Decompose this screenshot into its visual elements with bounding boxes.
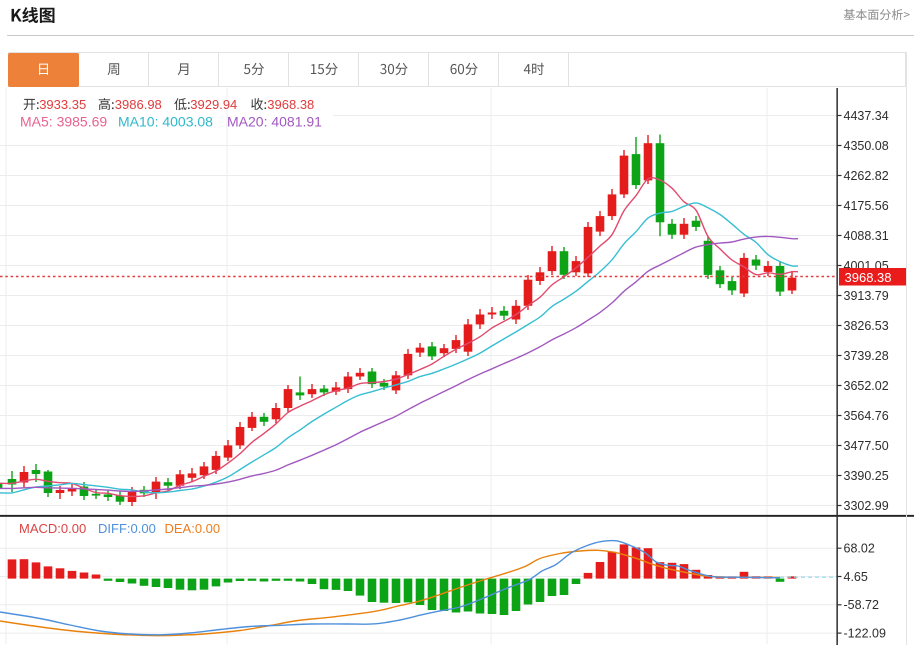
svg-text:4262.82: 4262.82 (844, 169, 889, 183)
svg-text:4437.34: 4437.34 (844, 109, 889, 123)
svg-text:3390.25: 3390.25 (844, 469, 889, 483)
svg-text:4088.31: 4088.31 (844, 229, 889, 243)
svg-text:-58.72: -58.72 (844, 598, 879, 612)
svg-text:3986.98: 3986.98 (115, 97, 162, 112)
svg-text:68.02: 68.02 (844, 542, 875, 556)
svg-text:DIFF:0.00: DIFF:0.00 (98, 521, 156, 536)
svg-text:3929.94: 3929.94 (190, 97, 237, 112)
svg-text:3968.38: 3968.38 (267, 97, 314, 112)
svg-text:3477.50: 3477.50 (844, 439, 889, 453)
svg-text:DEA:0.00: DEA:0.00 (165, 521, 221, 536)
svg-text:3564.76: 3564.76 (844, 409, 889, 423)
svg-text:4175.56: 4175.56 (844, 199, 889, 213)
svg-text:3652.02: 3652.02 (844, 379, 889, 393)
svg-text:3302.99: 3302.99 (844, 499, 889, 513)
svg-text:3933.35: 3933.35 (39, 97, 86, 112)
svg-text:3913.79: 3913.79 (844, 289, 889, 303)
svg-text:3739.28: 3739.28 (844, 349, 889, 363)
svg-text:MA20: 4081.91: MA20: 4081.91 (227, 114, 322, 130)
svg-text:MA5: 3985.69: MA5: 3985.69 (20, 114, 107, 130)
svg-text:4350.08: 4350.08 (844, 139, 889, 153)
svg-text:3968.38: 3968.38 (845, 270, 892, 285)
svg-text:MACD:0.00: MACD:0.00 (19, 521, 86, 536)
svg-text:MA10: 4003.08: MA10: 4003.08 (118, 114, 213, 130)
svg-text:-122.09: -122.09 (844, 626, 886, 640)
svg-text:4.65: 4.65 (844, 570, 868, 584)
svg-text:3826.53: 3826.53 (844, 319, 889, 333)
